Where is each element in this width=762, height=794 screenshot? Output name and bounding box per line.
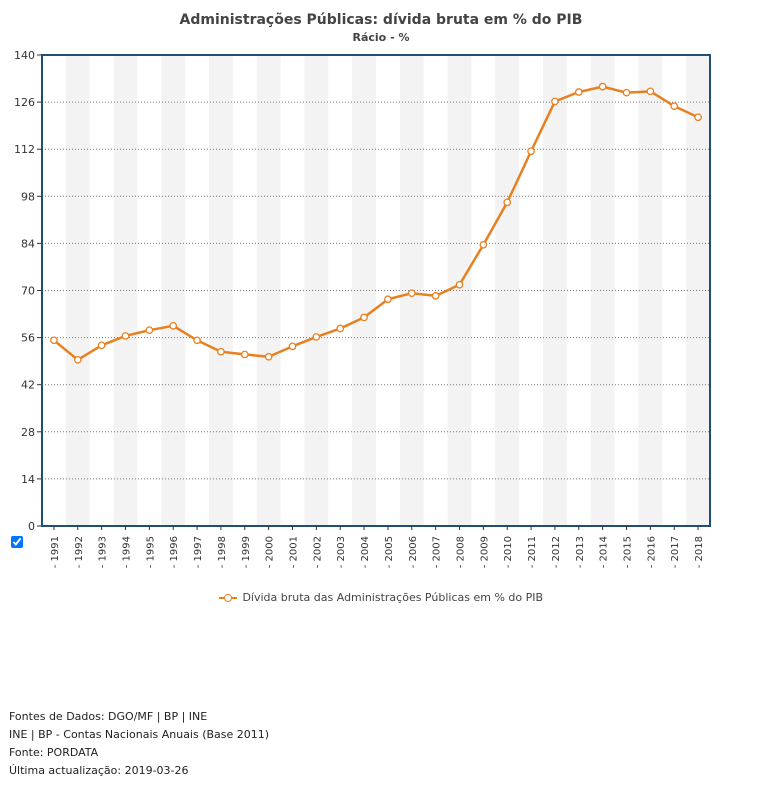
category-band — [638, 55, 663, 526]
x-tick-label: - 2010 — [503, 536, 514, 568]
series-line — [53, 85, 699, 362]
x-tick-label: - 2006 — [408, 536, 419, 568]
data-point — [193, 336, 201, 345]
x-tick-label: - 2015 — [623, 536, 634, 568]
y-tick-label: 0 — [28, 520, 35, 533]
footer-last-update: Última actualização: 2019-03-26 — [9, 764, 189, 777]
x-tick-label: - 2003 — [336, 536, 347, 568]
category-band — [65, 55, 90, 526]
x-tick-label: - 2001 — [289, 536, 300, 568]
x-tick-label: - 2002 — [312, 536, 323, 568]
chart-title: Administrações Públicas: dívida bruta em… — [179, 12, 583, 28]
y-tick-label: 28 — [21, 426, 35, 439]
footer-data-sources: Fontes de Dados: DGO/MF | BP | INE — [9, 710, 208, 723]
data-point — [169, 321, 178, 330]
y-tick-label: 98 — [21, 190, 35, 203]
x-tick-label: - 1995 — [145, 536, 156, 568]
data-point — [574, 88, 583, 96]
data-point — [694, 113, 702, 122]
data-point — [431, 292, 440, 300]
data-point — [336, 324, 345, 333]
y-tick-label: 42 — [21, 379, 35, 392]
x-tick-label: - 2000 — [265, 536, 276, 568]
footer-accounts: INE | BP - Contas Nacionais Anuais (Base… — [9, 728, 270, 741]
chart-subtitle: Rácio - % — [352, 31, 410, 44]
data-point — [455, 280, 464, 289]
data-point — [50, 336, 58, 345]
category-band — [543, 55, 567, 526]
x-tick-label: - 2005 — [384, 536, 395, 568]
category-band — [686, 55, 710, 526]
x-tick-label: - 2013 — [575, 536, 586, 568]
x-tick-label: - 2014 — [599, 536, 610, 568]
data-point — [407, 289, 416, 298]
x-tick-label: - 1997 — [193, 536, 204, 568]
data-point — [73, 355, 82, 364]
data-point — [121, 332, 130, 340]
data-point — [97, 341, 106, 350]
data-point — [527, 147, 535, 156]
plot-bands — [65, 55, 710, 526]
x-tick-label: - 2017 — [670, 536, 681, 568]
y-tick-label: 56 — [21, 332, 35, 345]
x-tick-label: - 1999 — [241, 536, 252, 568]
data-point — [479, 240, 488, 249]
data-point — [312, 333, 321, 341]
legend[interactable]: Dívida bruta das Administrações Públicas… — [0, 591, 762, 604]
x-tick-label: - 1992 — [74, 536, 85, 568]
data-point — [503, 198, 512, 207]
x-tick-label: - 1996 — [169, 536, 180, 568]
data-point — [551, 97, 559, 106]
plot-border — [41, 54, 711, 527]
y-tick-label: 84 — [21, 237, 35, 250]
x-tick-label: - 2007 — [432, 536, 443, 568]
legend-marker-icon — [218, 593, 237, 603]
series-layer — [50, 82, 702, 364]
axes: 0 14 28 42 56 70 84 98 112 126 140 - 1991 - 1992 - 19… — [14, 49, 711, 568]
data-point — [360, 313, 368, 322]
data-point — [288, 342, 297, 351]
x-tick-label: - 2009 — [479, 536, 490, 568]
y-tick-label: 126 — [14, 96, 35, 109]
data-point — [670, 102, 679, 110]
x-tick-label: - 1998 — [217, 536, 228, 568]
data-point — [646, 87, 655, 96]
x-tick-label: - 1994 — [122, 536, 133, 568]
x-tick-label: - 2008 — [456, 536, 467, 568]
category-band — [256, 55, 281, 526]
x-tick-label: - 2012 — [551, 536, 562, 568]
data-point — [622, 88, 631, 97]
data-point — [264, 352, 273, 361]
category-band — [590, 55, 615, 526]
category-band — [113, 55, 138, 526]
data-point — [145, 326, 154, 335]
y-tick-label: 14 — [21, 473, 35, 486]
data-point — [384, 295, 392, 304]
footer-source: Fonte: PORDATA — [9, 746, 99, 759]
legend-label[interactable]: Dívida bruta das Administrações Públicas… — [242, 591, 544, 604]
y-tick-label: 70 — [21, 285, 35, 298]
x-tick-label: - 2004 — [360, 536, 371, 568]
series-toggle-checkbox[interactable] — [11, 536, 23, 548]
category-band — [161, 55, 186, 526]
data-point — [217, 347, 225, 356]
x-tick-label: - 2018 — [694, 536, 705, 568]
grid-lines — [42, 101, 710, 480]
x-tick-label: - 1993 — [98, 536, 109, 568]
footer-notes: Fontes de Dados: DGO/MF | BP | INE INE |… — [9, 708, 269, 780]
category-band — [352, 55, 376, 526]
data-point — [240, 350, 249, 359]
data-point — [598, 82, 607, 91]
category-band — [209, 55, 233, 526]
x-tick-label: - 2011 — [527, 536, 538, 568]
category-band — [304, 55, 329, 526]
y-tick-label: 140 — [14, 49, 35, 62]
y-tick-label: 112 — [14, 143, 35, 156]
x-tick-label: - 1991 — [50, 536, 61, 568]
x-tick-label: - 2016 — [646, 536, 657, 568]
